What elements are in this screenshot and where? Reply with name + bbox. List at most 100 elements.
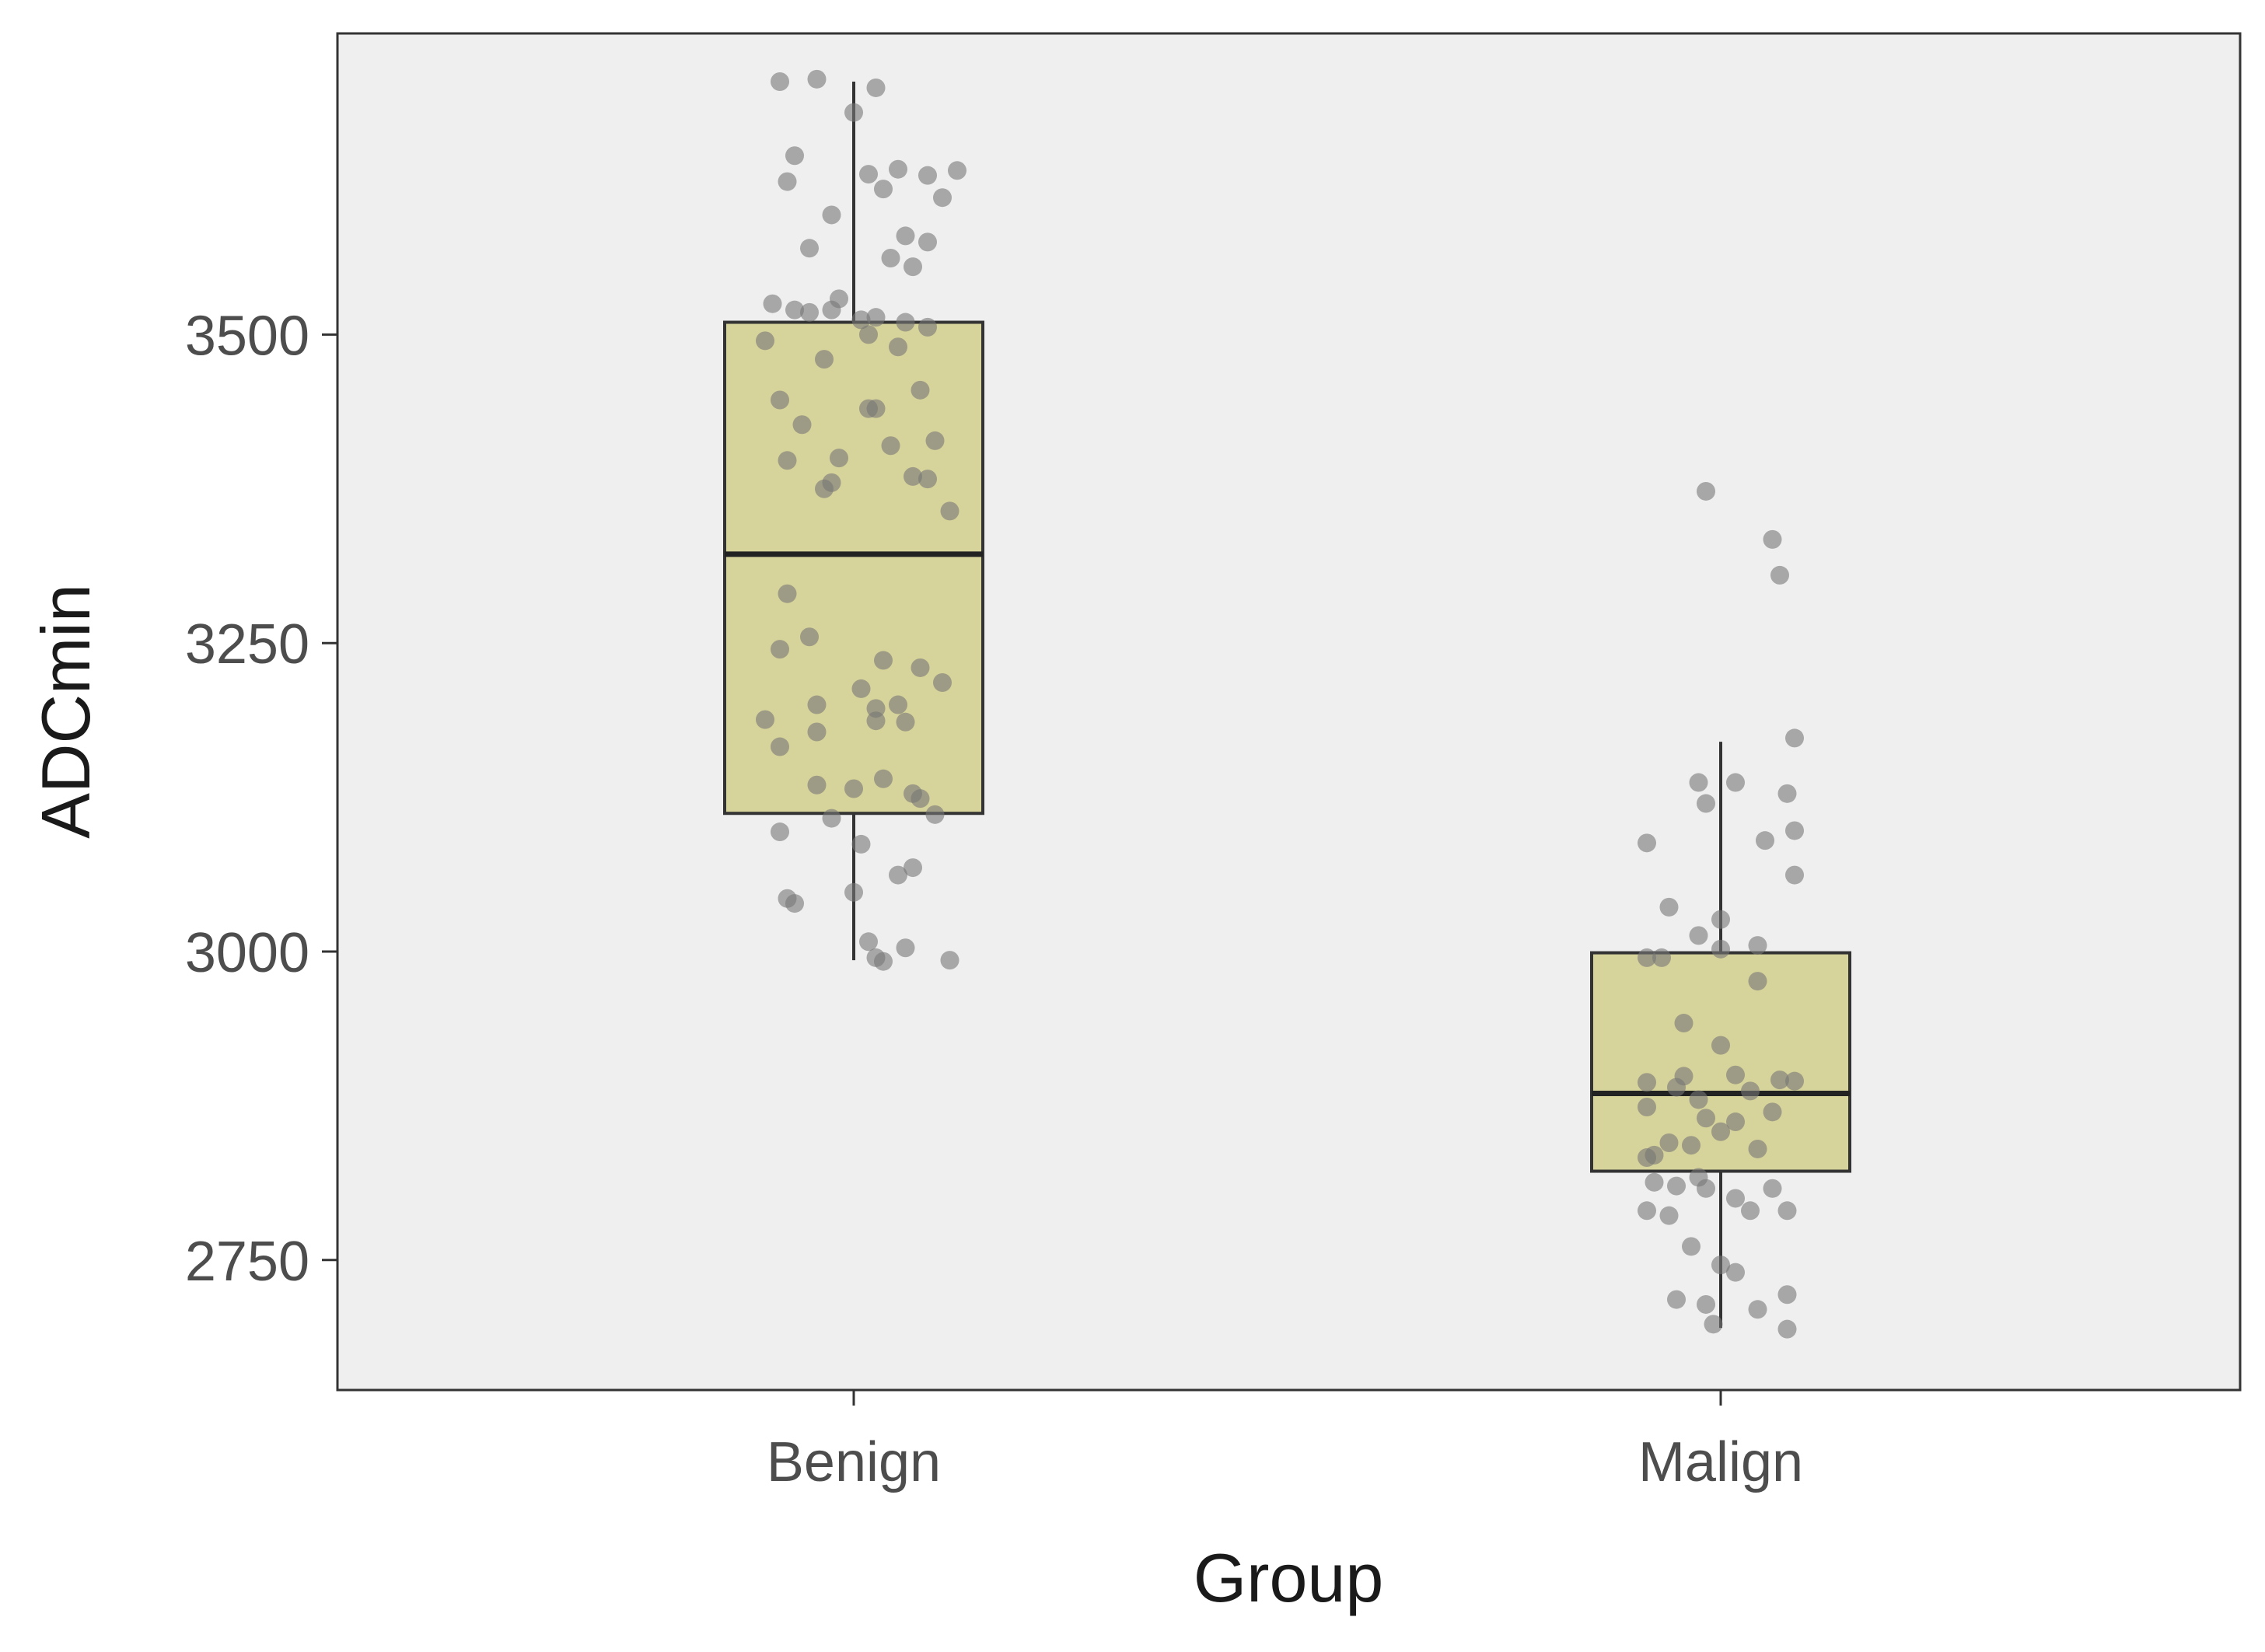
data-point-benign: [904, 466, 922, 486]
data-point-benign: [851, 834, 871, 854]
data-point-malign: [1638, 1073, 1656, 1092]
points-layer: [756, 69, 1804, 1339]
data-point-malign: [1726, 1263, 1745, 1282]
data-point-benign: [785, 894, 804, 913]
data-point-malign: [1785, 728, 1804, 748]
y-tick-label: 3250: [185, 613, 309, 676]
data-point-benign: [830, 449, 848, 468]
data-point-benign: [771, 737, 789, 756]
data-point-malign: [1741, 1201, 1760, 1221]
data-point-benign: [925, 805, 945, 824]
data-point-benign: [866, 308, 886, 327]
data-point-benign: [874, 769, 893, 788]
data-point-benign: [911, 789, 930, 809]
data-point-benign: [866, 711, 886, 731]
data-point-benign: [881, 436, 900, 456]
data-point-malign: [1726, 1112, 1745, 1132]
data-point-benign: [918, 166, 937, 185]
data-point-benign: [771, 390, 789, 410]
data-point-malign: [1682, 1237, 1700, 1256]
data-point-malign: [1711, 1256, 1730, 1275]
data-point-benign: [911, 380, 930, 400]
data-point-benign: [918, 470, 937, 489]
x-tick-label-benign: Benign: [767, 1431, 941, 1493]
data-point-malign: [1785, 865, 1804, 885]
data-point-benign: [874, 651, 893, 670]
data-point-benign: [807, 695, 827, 714]
data-point-malign: [1697, 481, 1715, 501]
data-point-malign: [1682, 1136, 1700, 1155]
panel-background: [336, 32, 2242, 1392]
data-point-malign: [1697, 1294, 1715, 1314]
data-point-malign: [1659, 897, 1679, 917]
data-point-malign: [1638, 948, 1656, 967]
data-point-benign: [851, 679, 871, 698]
data-point-benign: [771, 72, 789, 92]
data-point-malign: [1645, 1172, 1664, 1192]
data-point-benign: [889, 159, 907, 179]
data-point-benign: [874, 180, 893, 199]
data-point-malign: [1638, 1097, 1656, 1116]
data-point-benign: [763, 294, 782, 313]
data-point-malign: [1763, 529, 1782, 549]
data-point-benign: [896, 712, 915, 732]
data-point-benign: [896, 938, 915, 958]
data-point-benign: [800, 239, 819, 258]
data-point-malign: [1659, 1206, 1679, 1225]
data-point-benign: [866, 78, 886, 97]
data-point-benign: [778, 584, 797, 603]
data-point-malign: [1748, 1139, 1767, 1158]
y-tick-label: 3500: [185, 305, 309, 367]
data-point-benign: [815, 479, 834, 498]
data-point-malign: [1726, 1189, 1745, 1208]
data-point-benign: [822, 809, 841, 828]
data-point-malign: [1711, 939, 1730, 959]
data-point-malign: [1748, 1300, 1767, 1319]
data-point-benign: [896, 313, 915, 332]
data-point-benign: [940, 951, 959, 970]
data-point-malign: [1777, 1285, 1797, 1304]
data-point-benign: [859, 165, 878, 184]
data-point-malign: [1667, 1077, 1686, 1097]
data-point-benign: [815, 350, 834, 369]
data-point-malign: [1748, 936, 1767, 955]
data-point-malign: [1777, 784, 1797, 803]
data-point-malign: [1711, 1122, 1730, 1141]
data-point-malign: [1704, 1315, 1723, 1334]
data-point-benign: [859, 325, 878, 344]
data-point-benign: [911, 658, 930, 677]
data-point-benign: [785, 146, 804, 166]
data-point-benign: [844, 103, 863, 122]
data-point-benign: [851, 310, 871, 330]
data-point-malign: [1748, 972, 1767, 991]
data-point-malign: [1785, 821, 1804, 840]
data-point-malign: [1711, 1036, 1730, 1055]
data-point-benign: [904, 858, 922, 878]
data-point-malign: [1638, 1148, 1656, 1168]
data-point-malign: [1638, 833, 1656, 853]
x-axis-title: Group: [1194, 1539, 1384, 1616]
data-point-benign: [859, 932, 878, 952]
data-point-benign: [904, 257, 922, 277]
data-point-benign: [866, 399, 886, 418]
data-point-malign: [1659, 1133, 1679, 1153]
data-point-malign: [1697, 1179, 1715, 1198]
data-point-malign: [1763, 1102, 1782, 1122]
data-point-malign: [1777, 1319, 1797, 1339]
data-point-benign: [933, 672, 952, 692]
data-point-benign: [807, 775, 827, 795]
data-point-benign: [933, 188, 952, 208]
data-point-malign: [1741, 1081, 1760, 1101]
data-point-malign: [1667, 1290, 1686, 1309]
y-tick-label: 2750: [185, 1231, 309, 1293]
data-point-benign: [800, 302, 819, 322]
data-point-benign: [874, 952, 893, 971]
data-point-benign: [844, 779, 863, 798]
data-point-malign: [1689, 773, 1708, 792]
data-point-malign: [1697, 1109, 1715, 1128]
y-axis: 2750 3000 3250 3500: [185, 305, 337, 1293]
data-point-benign: [896, 226, 915, 246]
data-point-benign: [822, 205, 841, 225]
data-point-malign: [1785, 1071, 1804, 1091]
